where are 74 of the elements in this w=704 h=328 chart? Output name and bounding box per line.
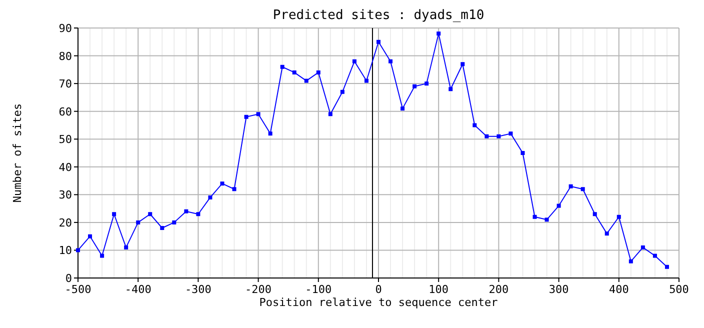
point	[172, 220, 176, 224]
y-tick-label: 40	[58, 160, 72, 174]
point	[364, 78, 368, 83]
point	[256, 112, 260, 116]
point	[544, 218, 549, 222]
point	[412, 84, 417, 88]
point	[568, 184, 573, 188]
point	[280, 64, 284, 69]
x-tick-label: 200	[488, 283, 509, 296]
point	[604, 232, 609, 236]
point	[136, 220, 140, 224]
point	[484, 134, 489, 138]
point	[76, 248, 80, 252]
point	[616, 214, 621, 219]
point	[208, 195, 212, 200]
point	[496, 134, 501, 138]
y-tick-label: 50	[58, 133, 72, 146]
y-axis-title: Number of sites	[11, 103, 24, 203]
point	[244, 114, 248, 119]
point	[328, 112, 332, 116]
x-tick-label: 100	[428, 283, 449, 296]
y-tick-label: 20	[58, 216, 72, 230]
point	[448, 87, 453, 92]
x-tick-label: -100	[305, 283, 332, 296]
point	[400, 106, 405, 111]
chart-title: Predicted sites : dyads_m10	[272, 8, 484, 23]
point	[196, 212, 200, 216]
point	[340, 90, 344, 94]
point	[352, 59, 356, 64]
point	[424, 82, 429, 86]
point	[652, 254, 657, 258]
point	[592, 212, 597, 216]
point	[184, 209, 188, 214]
point	[460, 62, 465, 66]
point	[304, 78, 308, 83]
x-tick-label: 500	[669, 283, 689, 296]
x-axis-title: Position relative to sequence center	[259, 296, 498, 309]
x-tick-label: -400	[124, 283, 152, 296]
point	[376, 40, 380, 44]
point	[160, 226, 164, 230]
point	[316, 70, 320, 74]
point	[292, 70, 296, 74]
point	[520, 151, 525, 155]
point	[532, 214, 537, 219]
point	[580, 187, 585, 192]
x-tick-label: 0	[375, 283, 382, 296]
x-tick-label: -500	[64, 283, 92, 296]
point	[88, 234, 92, 238]
y-tick-label: 10	[58, 244, 72, 258]
point	[472, 123, 477, 128]
point	[232, 187, 236, 192]
point	[664, 264, 669, 269]
y-tick-label: 80	[58, 50, 72, 63]
point	[508, 132, 513, 136]
y-tick-label: 60	[58, 105, 72, 118]
point	[268, 132, 272, 136]
point	[100, 254, 104, 258]
point	[556, 204, 561, 208]
point	[220, 182, 224, 186]
y-tick-label: 0	[65, 272, 72, 285]
x-tick-label: -200	[245, 283, 272, 296]
y-tick-label: 30	[58, 188, 72, 202]
point	[640, 245, 645, 250]
y-tick-label: 90	[58, 22, 72, 35]
point	[124, 245, 128, 250]
x-tick-label: 300	[548, 283, 569, 296]
point	[628, 259, 633, 264]
point	[388, 59, 393, 64]
point	[148, 212, 152, 216]
point	[112, 212, 116, 216]
x-tick-label: -300	[184, 283, 212, 296]
y-tick-label: 70	[58, 78, 72, 91]
point	[436, 32, 441, 36]
x-tick-label: 400	[608, 283, 629, 296]
